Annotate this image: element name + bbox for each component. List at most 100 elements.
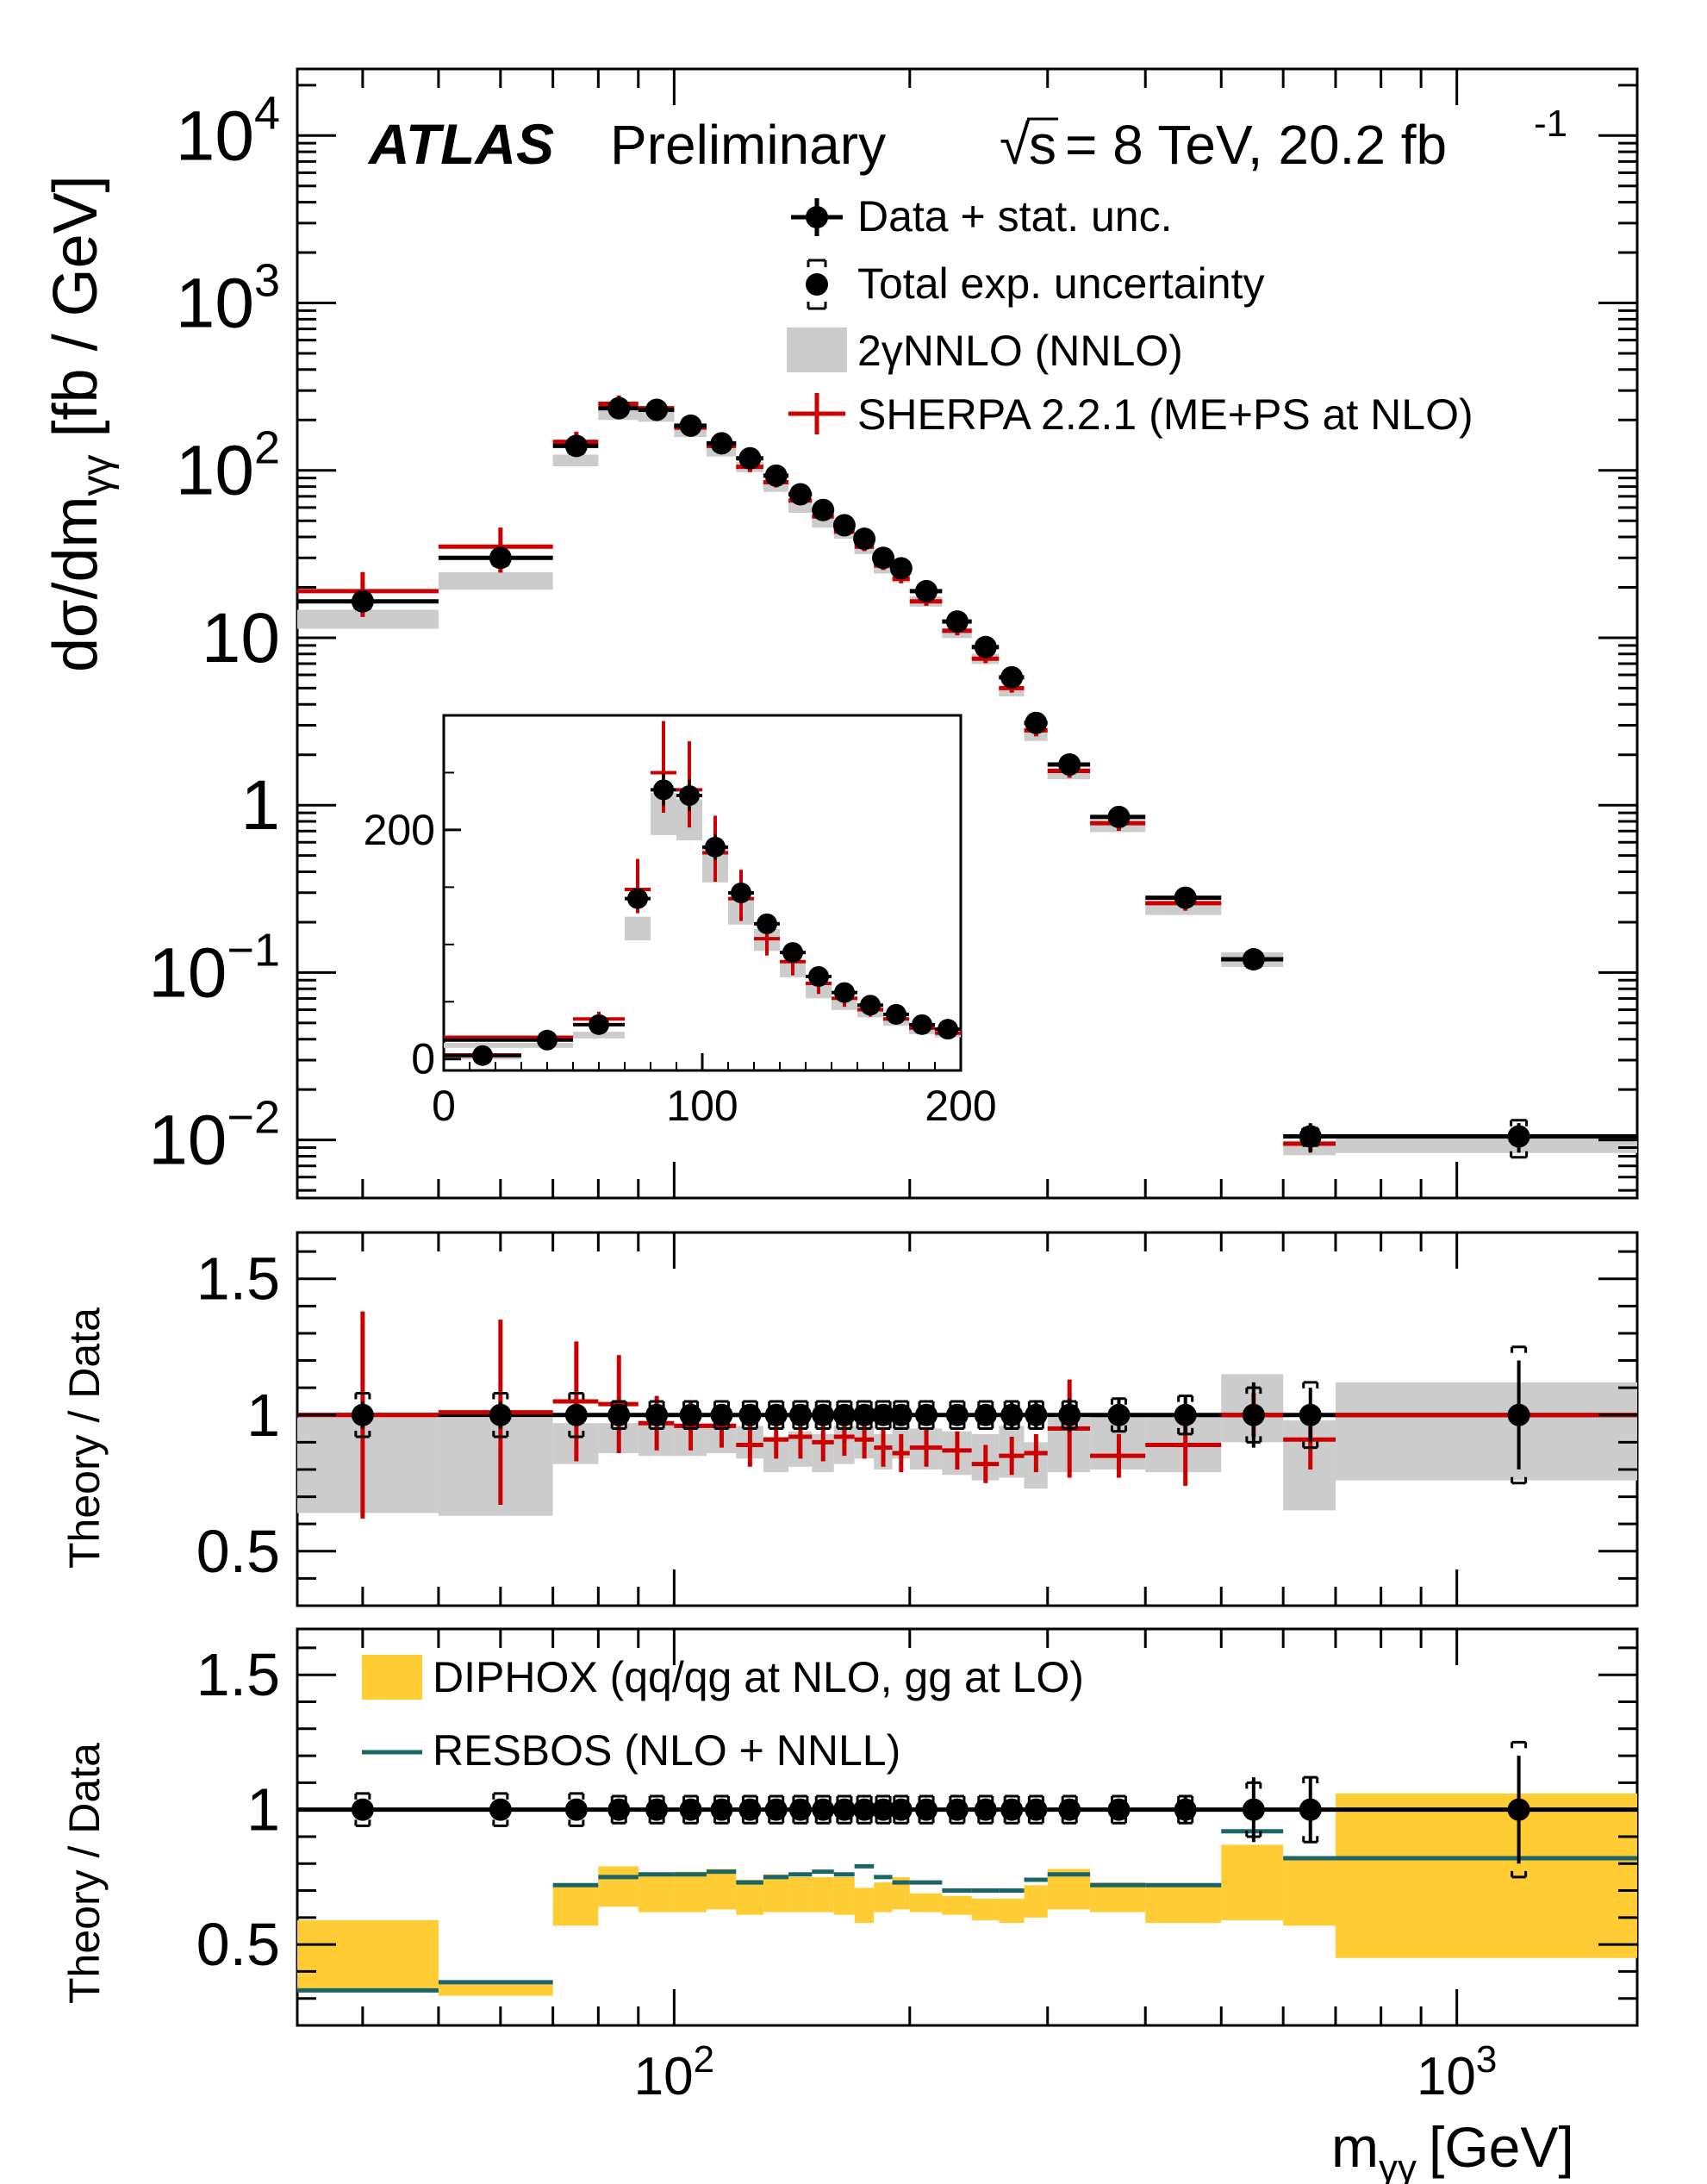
energy-lumi-label: = 8 TeV, 20.2 fb: [1065, 114, 1447, 176]
ratio2-diphox-band: [788, 1876, 813, 1913]
ratio1-data-syst-error: [610, 1400, 627, 1431]
data-point: [974, 635, 997, 658]
data-point: [788, 483, 812, 506]
svg-text:Theory / Data: Theory / Data: [60, 1307, 109, 1569]
ratio-y-tick-label: 0.5: [196, 1518, 280, 1585]
ratio1-data-syst-error: [814, 1400, 832, 1431]
legend-diphox-label: DIPHOX (qq/qg at NLO, gg at LO): [433, 1653, 1084, 1701]
ratio1-data-point: [1000, 1403, 1024, 1426]
ratio1-nnlo-band: [438, 1417, 553, 1516]
ratio2-data-syst-error: [1302, 1775, 1319, 1844]
svg-text:dσ/dmγγ [fb / GeV]: dσ/dmγγ [fb / GeV]: [41, 175, 120, 672]
ratio2-diphox-band: [763, 1874, 789, 1913]
preliminary-label: Preliminary: [610, 114, 886, 176]
data-syst-error: [1510, 1119, 1529, 1159]
ratio1-data-syst-error: [648, 1400, 665, 1431]
inset-nnlo-band: [444, 1043, 573, 1048]
ratio2-data-point: [1107, 1798, 1131, 1821]
legend-sherpa-marker: [788, 393, 845, 434]
ratio1-nnlo-band: [1335, 1382, 1637, 1481]
ratio1-data-point: [974, 1403, 997, 1426]
ratio2-data-point: [1000, 1798, 1024, 1821]
data-point: [489, 546, 512, 570]
ratio1-data-syst-error: [1302, 1381, 1319, 1450]
ratio2-data-point: [853, 1798, 876, 1821]
ratio1-data-syst-error: [918, 1400, 935, 1431]
inset-data-point: [472, 1045, 493, 1066]
main-y-tick-label: 104: [176, 87, 280, 175]
ratio2-data-syst-error: [1245, 1781, 1262, 1838]
ratio1-data-syst-error: [856, 1400, 873, 1431]
nnlo-band: [812, 517, 834, 528]
ratio1-data-point: [945, 1403, 969, 1426]
ratio1-data-syst-error: [1110, 1397, 1127, 1433]
atlas-label: ATLAS: [367, 112, 554, 176]
legend-syst-marker: [806, 259, 828, 310]
data-point: [564, 434, 588, 458]
data-point: [1025, 711, 1048, 734]
ratio2-data-syst-error: [354, 1792, 371, 1827]
ratio2-diphox-band: [1283, 1857, 1336, 1926]
data-point: [607, 396, 631, 420]
inset-y-tick-label: 0: [411, 1035, 435, 1083]
ratio2-diphox-band: [909, 1893, 943, 1913]
ratio2-diphox-band: [438, 1981, 553, 1996]
ratio2-data-point: [351, 1798, 374, 1821]
ratio2-diphox-band: [999, 1898, 1025, 1924]
ratio2-data-point: [1025, 1798, 1048, 1821]
inset-data-point: [537, 1029, 558, 1051]
main-y-tick-label: 103: [176, 255, 280, 343]
ratio1-data-syst-error: [568, 1391, 585, 1438]
ratio2-data-point: [832, 1798, 856, 1821]
ratio2-data-syst-error: [1110, 1794, 1127, 1825]
ratio2-diphox-band: [892, 1876, 910, 1910]
data-point: [1058, 752, 1081, 776]
inset-x-tick-label: 0: [432, 1082, 456, 1130]
ratio1-data-point: [607, 1403, 631, 1426]
nnlo-band: [438, 571, 553, 590]
ratio1-y-title: Theory / Data: [60, 1307, 109, 1569]
ratio2-data-point: [1242, 1798, 1265, 1821]
ratio2-marks: [297, 1740, 1637, 1996]
ratio2-data-syst-error: [893, 1794, 910, 1825]
ratio2-diphox-band: [598, 1866, 639, 1907]
legend-diphox-swatch: [362, 1655, 422, 1700]
data-point: [872, 546, 895, 570]
ratio2-data-point: [645, 1798, 669, 1821]
ratio2-diphox-band: [638, 1874, 675, 1913]
main-y-tick-label: 10−1: [148, 924, 280, 1012]
ratio1-data-point: [351, 1403, 374, 1426]
ratio2-diphox-band: [736, 1880, 763, 1915]
inset-data-point: [705, 836, 726, 858]
ratio1-data-point: [1507, 1403, 1530, 1426]
ratio2-diphox-band: [1090, 1882, 1146, 1913]
data-point: [351, 590, 374, 613]
ratio1-data-point: [710, 1403, 733, 1426]
sqrt-s-label: s: [1029, 114, 1056, 176]
inset-axes: 0 100 200 0 200: [364, 771, 997, 1130]
main-y-tick-label: 1: [240, 766, 280, 845]
data-point: [764, 464, 788, 487]
inset-x-tick-label: 100: [666, 1082, 738, 1130]
ratio2-diphox-band: [854, 1888, 875, 1924]
ratio2-data-syst-error: [713, 1794, 730, 1825]
ratio2-data-syst-error: [648, 1794, 665, 1825]
ratio1-data-syst-error: [1061, 1400, 1078, 1431]
ratio2-data-point: [738, 1798, 762, 1821]
ratio1-data-point: [1299, 1403, 1322, 1426]
ratio1-data-syst-error: [1177, 1395, 1194, 1436]
data-point: [1000, 665, 1024, 689]
data-point: [1174, 886, 1197, 909]
data-point: [645, 398, 669, 421]
ratio2-diphox-band: [874, 1882, 893, 1913]
nnlo-band: [552, 454, 599, 466]
ratio-y-tick-label: 1.5: [196, 1245, 280, 1313]
ratio2-data-point: [710, 1798, 733, 1821]
ratio2-data-point: [679, 1798, 702, 1821]
ratio2-data-point: [489, 1798, 512, 1821]
ratio2-diphox-band: [942, 1895, 972, 1915]
ratio-y-tick-label: 0.5: [196, 1911, 280, 1978]
ratio1-data-point: [889, 1403, 913, 1426]
ratio1-data-point: [1025, 1403, 1048, 1426]
